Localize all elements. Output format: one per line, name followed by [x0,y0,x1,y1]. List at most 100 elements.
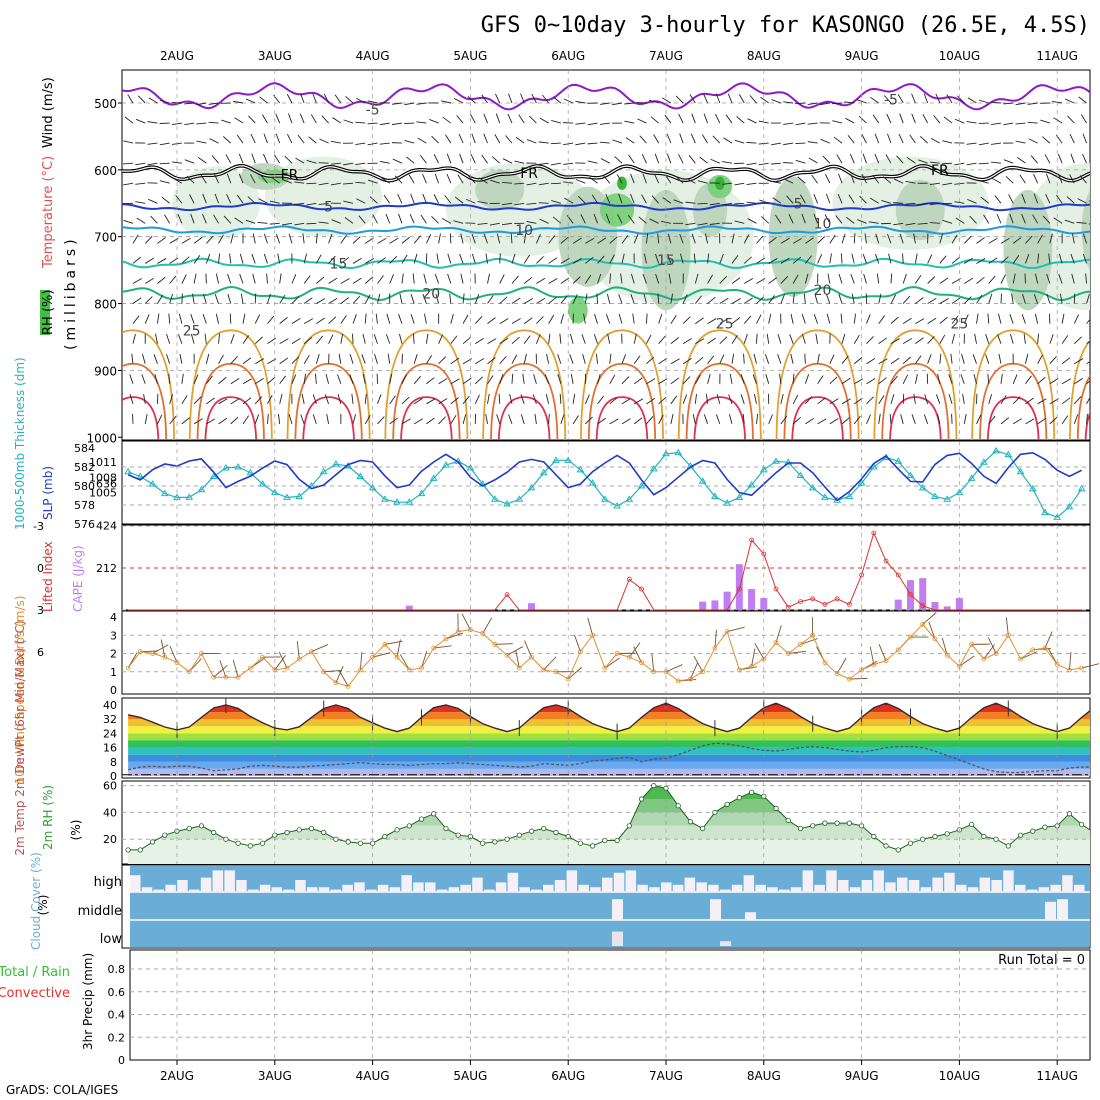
wind-barb [890,357,900,365]
rh-marker [700,825,706,832]
wind-barb [1064,219,1075,224]
rh-marker [528,828,535,834]
cloud-high-bar [814,884,825,892]
wind-barb [1037,354,1043,364]
wind-barb [294,181,305,184]
wind-barb [1025,418,1035,425]
wind-barb [572,294,578,304]
wind-speed-marker [357,667,363,673]
thickness-marker [429,474,438,481]
wind-barb [697,202,708,205]
wind-barb [638,216,647,224]
wind-barb [966,142,977,145]
wind-barb [462,293,465,304]
wind-barb [319,138,329,144]
wind-barb [758,162,769,166]
wind-barb [792,293,795,304]
wind10m-barb [399,654,410,671]
contour-m5 [122,82,1090,111]
wind-speed-marker [211,674,217,680]
wind-barb [697,180,708,184]
wind-barb [523,353,527,364]
wind-barb [942,140,953,144]
wind-barb [627,214,635,224]
cloud-high-bar [684,877,696,892]
wind-barb [838,273,843,284]
wind10m-barb [278,651,288,669]
wind-barb [807,102,818,106]
thickness-marker [405,498,414,505]
wind-speed-marker [932,636,938,642]
wind-barb [694,295,702,304]
thickness-marker [160,489,169,497]
wind-barb [514,160,525,164]
wind-barb [914,253,918,264]
wind-barb [434,273,440,284]
contour-surface-arch [677,329,762,440]
wind-barb [641,194,647,204]
wind-barb [719,354,725,364]
wind-barb [966,162,977,166]
wind-barb [753,353,757,364]
contour-label: 10 [814,216,832,232]
wind-barb [238,153,244,164]
wind-barb [792,274,799,284]
wind-barb [878,315,886,324]
thickness-marker [527,483,536,491]
cape-bar [955,598,963,610]
wind-barb [743,315,752,324]
contour-20 [122,285,1090,302]
wind-barb [670,337,680,345]
wind-barb [1083,233,1087,244]
wind-barb [792,416,801,425]
wind-barb [749,95,757,104]
cape-bar [405,605,413,610]
wind-barb [1067,115,1075,124]
wind-barb [367,100,378,104]
wind-barb [326,413,330,424]
wind-barb [312,414,317,425]
wind-barb [607,333,611,344]
wind-barb [618,193,623,204]
cloud-high-bar [425,882,436,892]
date-label-bottom: 8AUG [747,1069,781,1083]
wind-barb [575,100,586,104]
wind-barb [575,122,586,125]
wind-barb [487,273,490,284]
wind10m-barb [941,637,948,656]
wind-barb [951,256,961,264]
wind-barb [599,122,610,125]
wind-barb [449,233,452,244]
wind-barb [845,117,855,124]
wind-barb [470,153,476,164]
wind-barb [825,193,831,204]
wind-barb [1021,193,1026,204]
wind-tick-label: 3 [110,629,117,642]
wind-barb [332,117,342,124]
rh-marker [541,825,547,832]
wind-barb [731,317,741,324]
wind-speed-marker [137,649,143,655]
wind-barb [913,393,916,404]
wind-barb [560,236,569,244]
wind-barb [917,202,928,206]
cloud-high-bar [259,884,271,892]
cloud-level-label: middle [78,904,122,919]
wind-barb [389,417,399,425]
cloud-high-bar [472,877,483,892]
wind-barb [863,273,867,284]
wind-barb [653,134,660,144]
wind-barb [734,202,745,205]
wind-barb [1095,234,1098,243]
wind10m-barb [690,662,699,680]
wind-barb [594,313,598,324]
cloud-high-bar [389,887,401,892]
rh-tick-label: 40 [103,806,117,819]
wind-barb [874,153,880,164]
wind-barb [255,358,265,365]
wind-barb [328,298,338,304]
wind-barb [258,198,268,204]
wind-barb [974,333,977,344]
wind-barb [618,293,623,304]
